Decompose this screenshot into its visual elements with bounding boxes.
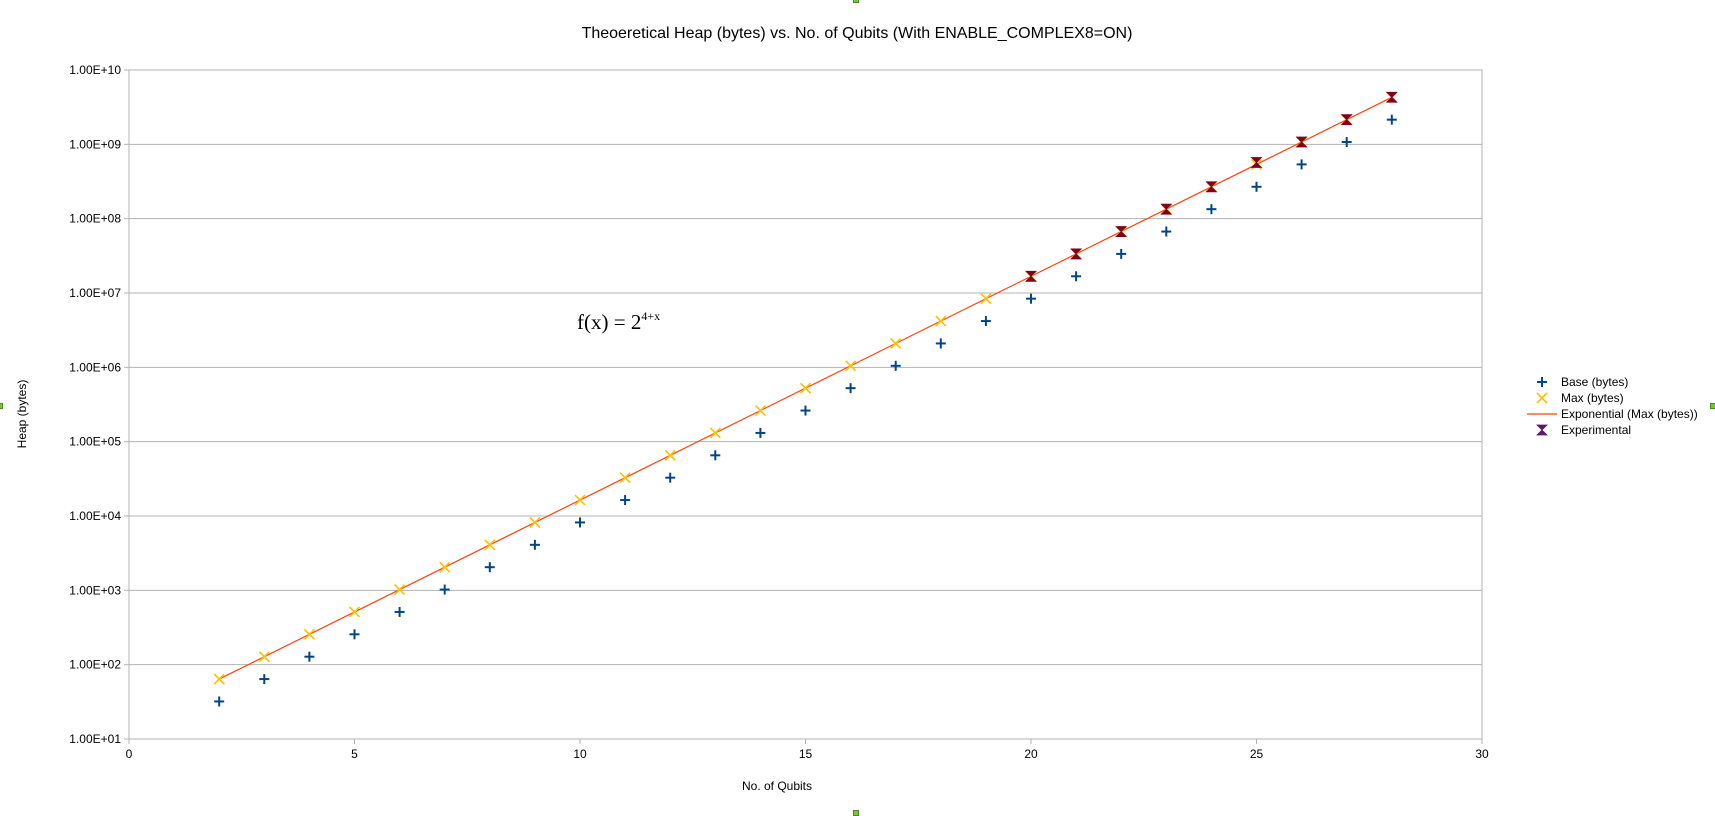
legend-label: Experimental xyxy=(1561,423,1631,437)
point-x xyxy=(709,427,721,439)
plot-area xyxy=(128,69,1483,740)
point-x xyxy=(529,516,541,529)
point-plus xyxy=(1071,271,1082,282)
formula-exponent: 4+x xyxy=(641,309,660,323)
point-x xyxy=(574,494,586,506)
point-plus xyxy=(259,674,270,685)
point-plus xyxy=(1341,137,1352,148)
point-x xyxy=(258,651,270,663)
y-tick-label: 1.00E+09 xyxy=(69,137,121,151)
y-axis-ticks: 1.00E+01 1.00E+02 1.00E+03 1.00E+04 1.00E+05… xyxy=(69,63,129,746)
point-plus xyxy=(1206,204,1217,215)
formula-base: f(x) = 2 xyxy=(577,310,641,334)
y-axis-label: Heap (bytes) xyxy=(15,380,29,449)
point-plus xyxy=(1296,159,1307,170)
x-axis-ticks: 0 5 10 15 20 25 30 xyxy=(126,739,1489,761)
point-plus xyxy=(1386,114,1397,125)
x-tick-label: 30 xyxy=(1475,747,1489,761)
series-layer xyxy=(213,91,1398,707)
point-plus xyxy=(439,584,450,595)
legend-label: Exponential (Max (bytes)) xyxy=(1561,407,1698,421)
legend-label: Max (bytes) xyxy=(1561,391,1624,405)
point-x xyxy=(799,382,812,394)
chart-title: Theoeretical Heap (bytes) vs. No. of Qub… xyxy=(582,25,1133,42)
point-plus xyxy=(214,696,225,707)
point-bowtie xyxy=(1115,226,1128,237)
point-bowtie xyxy=(1070,248,1083,260)
point-bowtie xyxy=(1025,270,1037,282)
point-plus xyxy=(1026,293,1036,304)
y-tick-label: 1.00E+07 xyxy=(69,286,121,300)
point-plus xyxy=(845,383,856,394)
point-x xyxy=(394,584,406,596)
point-x xyxy=(303,628,315,640)
selection-handle-right[interactable] xyxy=(1710,403,1715,409)
y-tick-label: 1.00E+01 xyxy=(69,732,121,746)
point-plus xyxy=(710,450,721,461)
x-axis-label: No. of Qubits xyxy=(742,779,812,793)
formula-annotation: f(x) = 24+x xyxy=(577,309,660,334)
point-x xyxy=(213,673,225,685)
point-x xyxy=(890,337,902,349)
gridlines xyxy=(129,69,1482,740)
y-tick-label: 1.00E+08 xyxy=(69,212,121,226)
x-tick-label: 0 xyxy=(126,747,133,761)
point-x xyxy=(619,472,631,484)
point-plus xyxy=(304,651,315,662)
selection-handle-bottom[interactable] xyxy=(853,810,859,816)
x-tick-label: 25 xyxy=(1250,747,1264,761)
y-tick-label: 1.00E+06 xyxy=(69,360,121,374)
y-tick-label: 1.00E+05 xyxy=(69,435,121,449)
y-tick-label: 1.00E+03 xyxy=(69,583,121,597)
point-plus xyxy=(890,360,901,371)
legend-label: Base (bytes) xyxy=(1561,375,1628,389)
point-plus xyxy=(935,338,946,349)
point-plus xyxy=(755,427,766,438)
point-x xyxy=(980,293,992,305)
y-tick-label: 1.00E+04 xyxy=(69,509,121,523)
point-x xyxy=(348,606,361,618)
point-x xyxy=(484,539,496,551)
y-tick-label: 1.00E+10 xyxy=(69,63,121,77)
point-plus xyxy=(394,606,405,617)
y-tick-label: 1.00E+02 xyxy=(69,658,121,672)
point-bowtie xyxy=(1250,157,1263,168)
selection-handle-left[interactable] xyxy=(0,403,3,409)
point-plus xyxy=(665,472,676,483)
legend-swatch-bowtie xyxy=(1536,424,1548,436)
legend-swatch-plus xyxy=(1537,377,1547,387)
point-plus xyxy=(575,517,585,528)
point-plus xyxy=(349,629,360,640)
point-plus xyxy=(1116,248,1127,259)
point-plus xyxy=(620,495,631,506)
legend-swatch-x xyxy=(1536,392,1548,404)
point-x xyxy=(845,360,857,372)
x-tick-label: 20 xyxy=(1024,747,1038,761)
selection-handle-top[interactable] xyxy=(853,0,859,3)
point-plus xyxy=(800,405,811,416)
point-plus xyxy=(1251,181,1262,192)
point-bowtie xyxy=(1385,91,1398,103)
point-plus xyxy=(529,539,540,550)
point-x xyxy=(664,449,676,461)
point-bowtie xyxy=(1205,181,1218,193)
point-x xyxy=(439,561,451,573)
x-tick-label: 10 xyxy=(573,747,587,761)
point-bowtie xyxy=(1160,203,1173,215)
x-tick-label: 15 xyxy=(799,747,813,761)
point-bowtie xyxy=(1295,136,1308,148)
point-x xyxy=(935,315,947,327)
point-plus xyxy=(1161,226,1172,237)
x-tick-label: 5 xyxy=(351,747,358,761)
point-plus xyxy=(484,562,495,573)
point-bowtie xyxy=(1340,114,1353,126)
point-x xyxy=(754,404,766,417)
point-plus xyxy=(980,316,991,327)
legend: Base (bytes) Max (bytes) Exponential (Max … xyxy=(1527,375,1698,437)
